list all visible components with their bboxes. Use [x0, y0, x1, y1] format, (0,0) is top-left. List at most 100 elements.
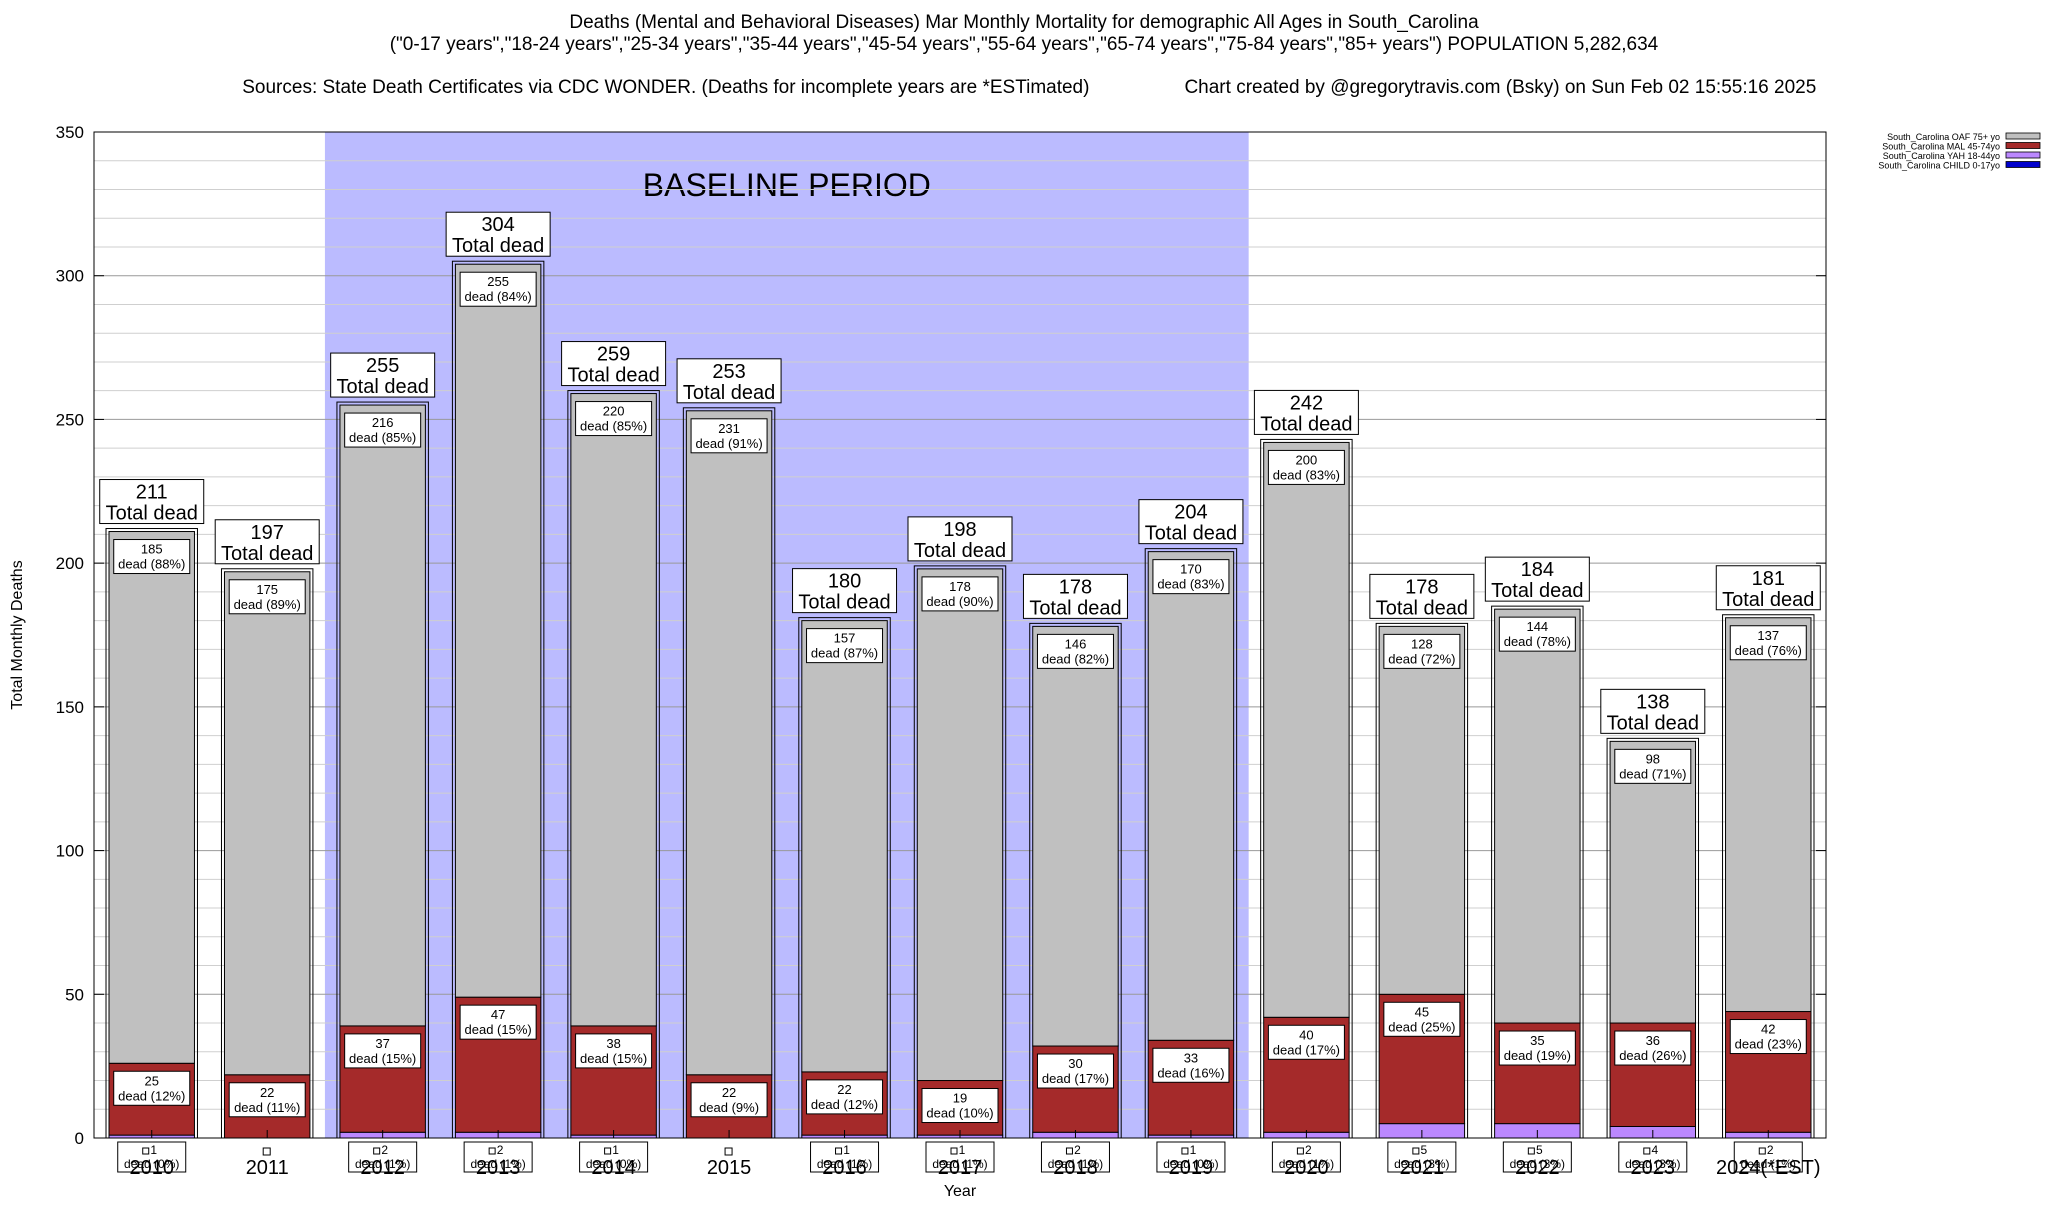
total-label-box — [1715, 565, 1821, 611]
total-label-value: 255 — [366, 355, 399, 377]
yah-label-value: 5 — [1421, 1143, 1428, 1157]
oaf-label-pct: dead (89%) — [234, 597, 301, 612]
yah-marker — [1181, 1147, 1189, 1155]
oaf-label-pct: dead (83%) — [1157, 577, 1224, 592]
mal-label-value: 22 — [837, 1082, 851, 1097]
yah-label-value: 1 — [612, 1143, 619, 1157]
y-tick-label: 250 — [56, 410, 84, 429]
yah-label-box — [1618, 1141, 1688, 1173]
total-label-box — [1138, 499, 1244, 545]
total-label-value: 138 — [1636, 691, 1669, 713]
yah-label-pct: dead (1%) — [470, 1157, 525, 1171]
mal-label-value: 35 — [1530, 1033, 1544, 1048]
bar-segment — [1032, 625, 1119, 1047]
legend-label: South_Carolina OAF 75+ yo — [1887, 132, 2000, 142]
yah-label-value: 1 — [1190, 1143, 1197, 1157]
yah-label-box — [1271, 1141, 1341, 1173]
oaf-label-value: 144 — [1526, 619, 1548, 634]
oaf-label-box — [575, 401, 653, 437]
oaf-label-pct: dead (72%) — [1388, 651, 1455, 666]
yah-marker — [1296, 1147, 1304, 1155]
chart-credit: Chart created by @gregorytravis.com (Bsk… — [1184, 77, 1817, 98]
x-tick-label: 2015 — [707, 1157, 752, 1179]
oaf-label-value: 185 — [141, 542, 163, 557]
x-tick-label: 2020 — [1284, 1157, 1329, 1179]
yah-label-pct: dead (1%) — [1279, 1157, 1334, 1171]
total-label-text: Total dead — [1376, 597, 1468, 619]
mal-label-pct: dead (17%) — [1042, 1071, 1109, 1086]
total-label-box — [1600, 688, 1706, 734]
oaf-label-value: 255 — [487, 274, 509, 289]
mal-label-pct: dead (12%) — [118, 1088, 185, 1103]
total-label-value: 259 — [597, 344, 630, 366]
mal-label-pct: dead (23%) — [1735, 1037, 1802, 1052]
yah-label-value: 5 — [1536, 1143, 1543, 1157]
bar-segment — [570, 393, 657, 1027]
bar-segment — [454, 263, 542, 998]
mal-label-box — [806, 1079, 884, 1115]
yah-marker — [1527, 1147, 1535, 1155]
yah-label-pct: dead (1%) — [355, 1157, 410, 1171]
total-label-text: Total dead — [1029, 597, 1121, 619]
mal-label-pct: dead (11%) — [234, 1100, 300, 1115]
yah-label-value: 2 — [1305, 1143, 1312, 1157]
total-label-box — [99, 479, 205, 525]
x-tick-label: 2018 — [1053, 1157, 1098, 1179]
mal-label-value: 42 — [1761, 1022, 1775, 1037]
yah-label-box — [1156, 1141, 1226, 1173]
total-label-text: Total dead — [683, 382, 775, 404]
mal-label-pct: dead (9%) — [699, 1100, 759, 1115]
oaf-label-box — [806, 628, 884, 664]
yah-label-pct: dead (0%) — [1163, 1157, 1218, 1171]
mal-label-box — [1498, 1030, 1576, 1066]
oaf-label-pct: dead (78%) — [1504, 634, 1571, 649]
yah-label-box — [117, 1141, 187, 1173]
yah-label-box — [579, 1141, 649, 1173]
yah-marker — [604, 1147, 612, 1155]
x-tick-label: 2016 — [822, 1157, 867, 1179]
yah-label-pct: dead (0%) — [586, 1157, 641, 1171]
yah-label-value: 2 — [497, 1143, 504, 1157]
oaf-label-value: 231 — [718, 421, 740, 436]
yah-label-value: 1 — [843, 1143, 850, 1157]
total-label-value: 178 — [1059, 576, 1092, 598]
oaf-label-value: 157 — [834, 631, 856, 646]
oaf-label-pct: dead (71%) — [1619, 766, 1686, 781]
mal-label-box — [344, 1033, 422, 1069]
bar-segment — [339, 404, 426, 1027]
total-label-text: Total dead — [221, 543, 313, 565]
yah-label-box — [1733, 1141, 1803, 1173]
total-label-text: Total dead — [106, 503, 198, 525]
total-label-value: 211 — [136, 482, 168, 504]
legend-swatch — [2005, 132, 2041, 140]
total-label-value: 304 — [481, 214, 514, 236]
total-label-box — [330, 352, 436, 398]
total-label-text: Total dead — [1722, 589, 1814, 611]
legend-label: South_Carolina MAL 45-74yo — [1882, 142, 2000, 152]
yah-label-box — [463, 1141, 533, 1173]
chart-sources: Sources: State Death Certificates via CD… — [242, 77, 1090, 98]
mal-label-pct: dead (16%) — [1157, 1065, 1224, 1080]
bar-segment — [1494, 608, 1581, 1024]
oaf-label-value: 137 — [1757, 628, 1779, 643]
total-label-box — [561, 341, 667, 387]
oaf-label-pct: dead (90%) — [926, 594, 993, 609]
yah-label-value: 2 — [381, 1143, 388, 1157]
yah-label-pct: dead (1%) — [817, 1157, 872, 1171]
x-tick-label: 2024(*EST) — [1716, 1157, 1821, 1179]
total-label-box — [1253, 389, 1359, 435]
legend-label: South_Carolina CHILD 0-17yo — [1878, 161, 2000, 171]
mal-label-pct: dead (25%) — [1388, 1019, 1455, 1034]
x-tick-label: 2012 — [360, 1157, 405, 1179]
x-tick-label: 2010 — [129, 1157, 174, 1179]
mal-label-box — [690, 1082, 768, 1118]
mal-label-value: 22 — [722, 1085, 736, 1100]
mal-label-value: 19 — [953, 1091, 967, 1106]
total-label-value: 181 — [1752, 568, 1785, 590]
bar-segment — [801, 620, 888, 1073]
yah-marker — [1758, 1147, 1766, 1155]
x-tick-label: 2011 — [246, 1157, 289, 1179]
x-tick-label: 2017 — [938, 1157, 983, 1179]
y-axis-label: Total Monthly Deaths — [9, 560, 26, 709]
